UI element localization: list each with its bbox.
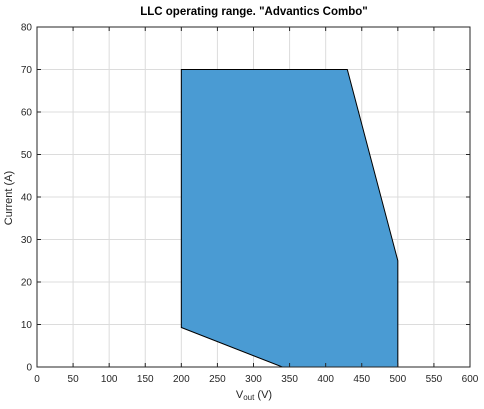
x-tick-label: 400 xyxy=(317,374,334,385)
y-tick-label: 10 xyxy=(21,320,33,331)
x-tick-label: 250 xyxy=(209,374,226,385)
y-tick-label: 70 xyxy=(21,65,33,76)
x-axis-label-main: V xyxy=(236,389,244,401)
x-tick-label: 550 xyxy=(426,374,443,385)
x-axis-label: Vout (V) xyxy=(236,389,272,402)
y-tick-label: 40 xyxy=(21,193,33,204)
x-tick-label: 300 xyxy=(245,374,262,385)
x-tick-label: 100 xyxy=(101,374,118,385)
y-tick-label: 50 xyxy=(21,150,33,161)
y-tick-label: 60 xyxy=(21,108,33,119)
chart-title: LLC operating range. "Advantics Combo" xyxy=(140,6,368,18)
y-tick-label: 80 xyxy=(21,23,33,34)
x-tick-label: 350 xyxy=(281,374,298,385)
x-tick-label: 50 xyxy=(68,374,80,385)
ticks: 0 50 100 150 200 250 300 350 400 450 500 550 600 0 10 2… xyxy=(21,23,479,386)
y-tick-label: 30 xyxy=(21,235,33,246)
x-axis-label-subscript: out xyxy=(243,393,255,402)
x-tick-label: 200 xyxy=(173,374,190,385)
x-tick-label: 500 xyxy=(389,374,406,385)
x-tick-label: 450 xyxy=(353,374,370,385)
y-tick-label: 20 xyxy=(21,278,33,289)
x-tick-label: 0 xyxy=(34,374,40,385)
x-tick-label: 600 xyxy=(462,374,479,385)
y-axis-label: Current (A) xyxy=(3,171,15,225)
x-axis-label-unit: (V) xyxy=(254,389,272,401)
y-tick-label: 0 xyxy=(26,363,32,374)
x-tick-label: 150 xyxy=(137,374,154,385)
